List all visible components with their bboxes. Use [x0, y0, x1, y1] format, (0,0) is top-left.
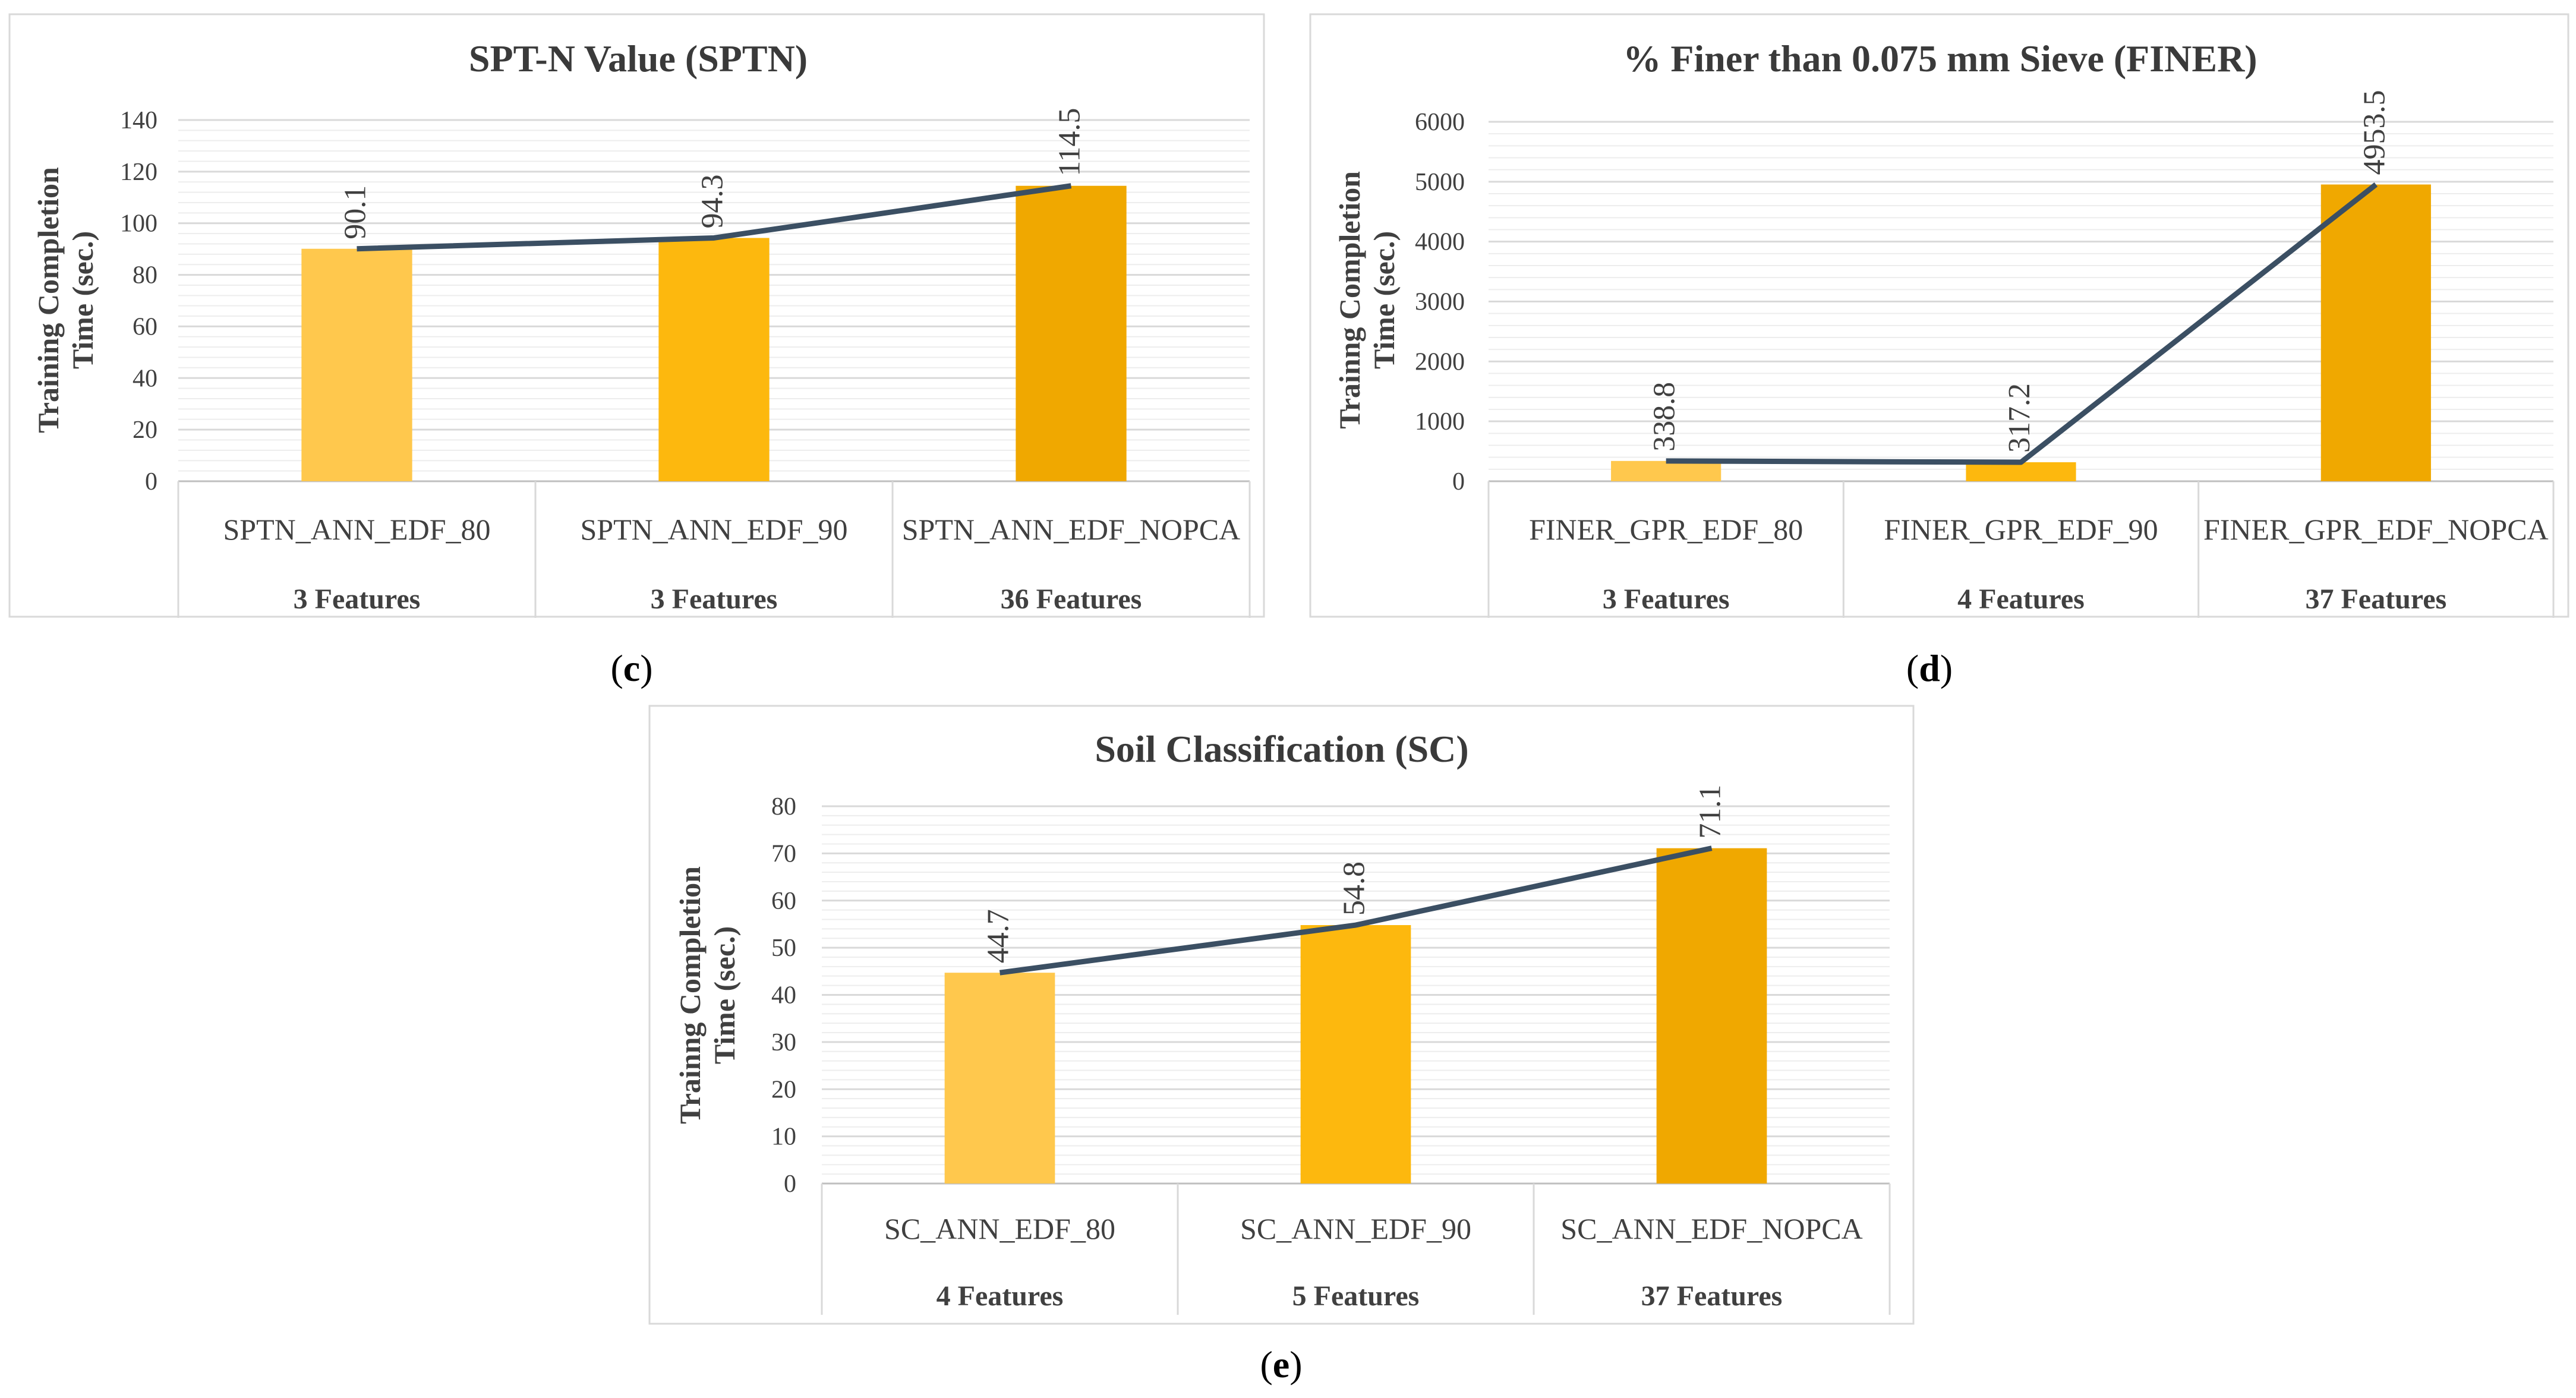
chart-c-y-axis-label: Training CompletionTime (sec.) — [31, 167, 99, 433]
chart-c-y-tick-label: 60 — [133, 313, 157, 340]
chart-d-title: % Finer than 0.075 mm Sieve (FINER) — [1623, 37, 2257, 80]
chart-c-series-line — [357, 183, 1072, 252]
chart-d-x-subcategory-label: 4 Features — [1957, 583, 2085, 615]
chart-c-x-subcategory-label: 3 Features — [294, 583, 421, 615]
chart-e-x-subcategory-label: 4 Features — [937, 1280, 1064, 1312]
chart-e-y-tick-label: 60 — [771, 888, 796, 915]
chart-d-y-tick-label: 2000 — [1415, 348, 1465, 375]
chart-e-y-tick-label: 70 — [771, 840, 796, 867]
chart-c-y-tick-label: 100 — [120, 210, 157, 238]
chart-d-data-label-3: 4953.5 — [2357, 90, 2391, 175]
chart-c-y-axis-label-line: Training Completion — [31, 167, 65, 433]
chart-d-y-axis-label: Trainng CompletionTime (sec.) — [1333, 171, 1401, 429]
chart-e-y-tick-label: 20 — [771, 1076, 796, 1103]
caption-e-open: ( — [1260, 1343, 1273, 1386]
chart-c-x-subcategory-label: 3 Features — [651, 583, 778, 615]
chart-d-y-tick-label: 0 — [1452, 468, 1465, 496]
chart-c-data-label-1: 90.1 — [339, 185, 373, 239]
chart-d-series-line — [1666, 182, 2378, 465]
chart-e-y-axis-label-line: Trainng Completion — [673, 866, 707, 1124]
chart-e-y-tick-label: 80 — [771, 793, 796, 821]
chart-e-x-subcategory-label: 37 Features — [1641, 1280, 1783, 1312]
chart-c-data-label-2: 94.3 — [696, 174, 730, 228]
caption-e: (e) — [1222, 1344, 1341, 1386]
chart-c-x-tick-label: SPTN_ANN_EDF_NOPCA — [902, 513, 1241, 546]
chart-c-bar-3 — [1016, 185, 1127, 481]
chart-d-y-axis-label-line: Trainng Completion — [1333, 171, 1366, 429]
chart-d-y-tick-label: 1000 — [1415, 408, 1465, 436]
chart-d-x-tick-label: FINER_GPR_EDF_80 — [1529, 513, 1803, 546]
chart-d-x-subcategory-label: 37 Features — [2305, 583, 2446, 615]
chart-d: % Finer than 0.075 mm Sieve (FINER) 0 1000… — [1309, 13, 2569, 618]
chart-e-x-tick-label: SC_ANN_EDF_90 — [1240, 1212, 1471, 1245]
chart-e-y-axis-label: Trainng CompletionTime (sec.) — [673, 866, 741, 1124]
chart-e-bar-2 — [1300, 925, 1411, 1184]
chart-d-bar-1 — [1611, 460, 1721, 481]
chart-e-title: Soil Classification (SC) — [1095, 728, 1468, 770]
chart-c-title: SPT-N Value (SPTN) — [469, 37, 808, 80]
chart-e-bar-1 — [944, 973, 1055, 1184]
chart-e-data-label-3: 71.1 — [1694, 785, 1727, 839]
caption-c-open: ( — [610, 647, 623, 689]
chart-d-y-axis-label-line: Time (sec.) — [1367, 231, 1401, 369]
chart-e-series-line — [999, 845, 1713, 976]
chart-e-y-tick-label: 30 — [771, 1029, 796, 1056]
chart-c-y-tick-label: 140 — [120, 107, 157, 134]
caption-e-letter: e — [1272, 1343, 1290, 1386]
chart-c: SPT-N Value (SPTN) 0 20 40 60 80 100 120 140 Trai… — [8, 13, 1265, 618]
chart-c-y-tick-label: 80 — [133, 262, 157, 289]
chart-d-data-label-2: 317.2 — [2003, 383, 2036, 453]
caption-c-letter: c — [623, 647, 641, 689]
chart-e-data-label-2: 54.8 — [1338, 861, 1371, 916]
caption-c: (c) — [572, 648, 691, 689]
chart-c-data-label-3: 114.5 — [1053, 108, 1087, 176]
caption-e-close: ) — [1289, 1343, 1303, 1386]
chart-c-x-tick-label: SPTN_ANN_EDF_80 — [223, 513, 490, 546]
chart-c-y-axis-label-line: Time (sec.) — [66, 231, 99, 369]
chart-e-y-tick-label: 0 — [784, 1170, 796, 1198]
chart-e: Soil Classification (SC) 0 10 20 30 40 50 60 70 8… — [648, 705, 1915, 1325]
chart-e-data-label-1: 44.7 — [982, 909, 1016, 963]
chart-e-y-tick-label: 10 — [771, 1124, 796, 1151]
caption-d-open: ( — [1906, 647, 1919, 689]
chart-c-x-tick-label: SPTN_ANN_EDF_90 — [580, 513, 847, 546]
chart-c-y-tick-label: 120 — [120, 159, 157, 186]
chart-e-y-axis-label-line: Time (sec.) — [708, 926, 741, 1064]
chart-d-y-tick-label: 5000 — [1415, 169, 1465, 196]
chart-d-data-label-1: 338.8 — [1648, 382, 1682, 452]
chart-c-y-tick-label: 40 — [133, 365, 157, 392]
chart-c-x-subcategory-label: 36 Features — [1001, 583, 1142, 615]
caption-d: (d) — [1870, 648, 1989, 689]
chart-d-y-tick-label: 6000 — [1415, 109, 1465, 136]
caption-d-letter: d — [1919, 647, 1940, 689]
chart-d-x-tick-label: FINER_GPR_EDF_90 — [1884, 513, 2158, 546]
chart-e-y-tick-label: 50 — [771, 935, 796, 962]
chart-e-x-tick-label: SC_ANN_EDF_NOPCA — [1560, 1212, 1862, 1245]
chart-e-bar-3 — [1656, 848, 1767, 1184]
chart-c-bar-1 — [301, 248, 412, 481]
chart-d-bar-3 — [2320, 184, 2431, 481]
chart-e-y-tick-label: 40 — [771, 982, 796, 1009]
chart-d-y-tick-label: 3000 — [1415, 289, 1465, 316]
caption-d-close: ) — [1940, 647, 1953, 689]
chart-c-y-tick-label: 20 — [133, 416, 157, 444]
chart-d-bar-2 — [1966, 462, 2076, 481]
chart-d-y-tick-label: 4000 — [1415, 229, 1465, 256]
chart-c-y-tick-label: 0 — [145, 468, 157, 496]
chart-e-x-tick-label: SC_ANN_EDF_80 — [884, 1212, 1115, 1245]
chart-d-x-tick-label: FINER_GPR_EDF_NOPCA — [2203, 513, 2549, 546]
caption-c-close: ) — [640, 647, 653, 689]
chart-c-bar-2 — [658, 238, 770, 481]
chart-e-x-subcategory-label: 5 Features — [1292, 1280, 1420, 1312]
chart-d-x-subcategory-label: 3 Features — [1603, 583, 1730, 615]
